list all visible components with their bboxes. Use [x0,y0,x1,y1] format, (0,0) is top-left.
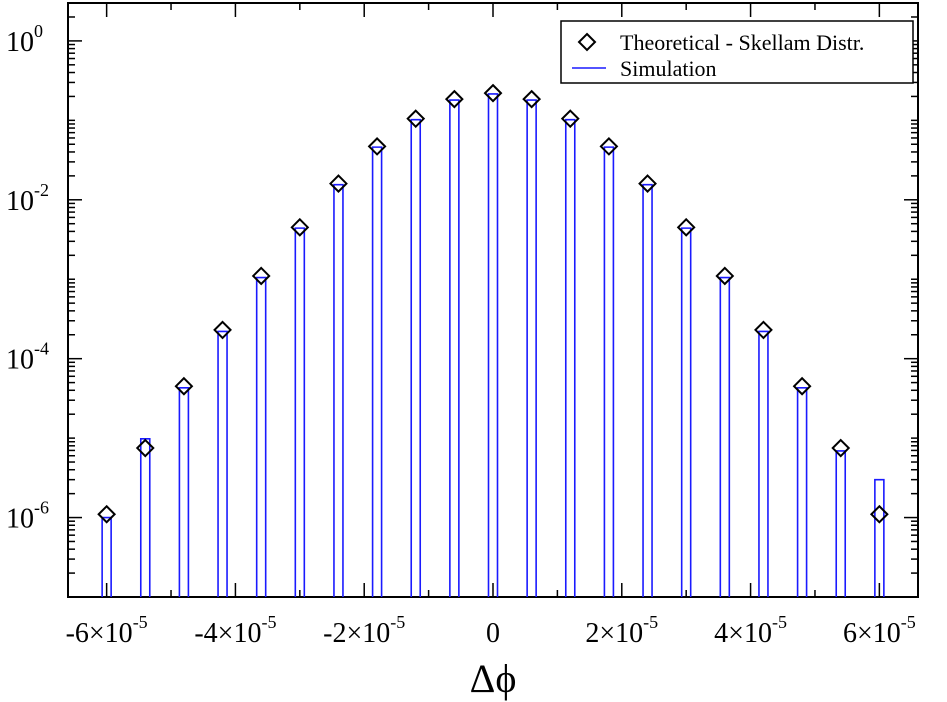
x-tick-label: -4×10-5 [194,612,276,649]
theoretical-marker [483,83,503,103]
x-tick-label: 0 [486,618,500,649]
simulation-bar [603,146,615,597]
legend-label-theoretical: Theoretical - Skellam Distr. [620,30,864,55]
simulation-bar [333,183,344,597]
simulation-bars [101,93,885,597]
x-tick-label: -2×10-5 [323,612,405,649]
theoretical-marker [792,376,812,396]
y-tick-label: 10-4 [6,339,49,376]
plot-area [67,2,919,598]
x-tick-label: -6×10-5 [66,612,148,649]
theoretical-marker [831,438,851,458]
simulation-bar [371,146,383,597]
simulation-bar [680,227,692,597]
theoretical-marker [754,320,773,340]
x-axis-label: Δϕ [470,656,517,701]
theoretical-marker [676,217,696,237]
theoretical-marker [329,174,348,193]
legend-diamond-marker [577,32,597,52]
y-tick-label: 10-6 [6,498,49,535]
x-axis: -6×10-5 -4×10-5 -2×10-5 0 2×10-5 4×10-5 6×10-5 [66,3,916,649]
simulation-bar [796,386,808,597]
theoretical-marker [869,504,889,524]
legend-box [560,20,914,84]
theoretical-markers [97,83,889,524]
theoretical-marker [174,376,194,396]
theoretical-marker [290,217,310,237]
theoretical-marker [638,174,657,193]
simulation-bar [139,438,151,597]
simulation-bar [487,93,499,597]
simulation-bar [719,276,731,597]
simulation-bar [642,183,653,597]
theoretical-marker [715,266,735,286]
simulation-bar [178,386,190,597]
simulation-bar [835,450,847,597]
theoretical-marker [522,89,542,109]
simulation-bar [449,99,460,597]
legend: Theoretical - Skellam Distr.Simulation [560,20,914,84]
theoretical-marker [213,320,232,340]
theoretical-marker [135,438,155,458]
theoretical-marker [367,136,387,156]
simulation-bar [410,118,422,597]
simulation-bar [255,276,267,597]
legend-label-simulation: Simulation [620,56,717,81]
simulation-bar [101,516,112,597]
theoretical-marker [444,89,464,109]
simulation-bar [564,118,576,597]
simulation-bar [874,478,885,597]
theoretical-marker [599,136,619,156]
x-tick-label: 4×10-5 [714,612,787,649]
simulation-bar [294,227,306,597]
y-tick-label: 10-2 [6,180,49,217]
x-tick-label: 6×10-5 [843,612,916,649]
theoretical-marker [97,504,117,524]
theoretical-marker [251,266,271,286]
simulation-bar [217,330,228,597]
theoretical-marker [560,109,580,129]
y-axis: 10-6 10-4 10-2 100 [6,2,918,598]
simulation-bar [526,99,537,597]
x-tick-label: 2×10-5 [585,612,658,649]
simulation-bar [758,330,769,597]
theoretical-marker [406,109,426,129]
y-tick-label: 100 [6,21,43,58]
